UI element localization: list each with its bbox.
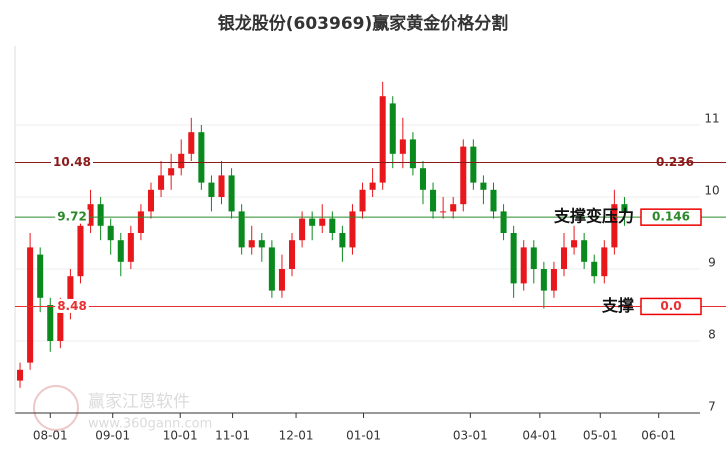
x-tick-label: 05-01 [583,429,618,443]
candle-body [107,225,114,241]
candle-body [198,132,205,183]
candle-body [430,189,437,212]
level-label: 8.48 [57,299,87,313]
candle-body [67,276,74,313]
candle-body [510,233,517,284]
candle-body [621,204,628,212]
candle-body [409,139,416,169]
candle-body [601,247,608,277]
candle-body [581,240,588,262]
candle-body [97,204,104,226]
level-note: 支撑变压力 [553,207,634,226]
candle-body [228,175,235,212]
candle-body [591,261,598,277]
x-tick-label: 06-01 [641,429,676,443]
candle-body [379,96,386,183]
candle-body [611,204,618,248]
candle-body [77,225,84,277]
candle-body [57,312,64,341]
candle-body [460,146,467,205]
level-label: 9.72 [57,210,87,224]
candle-body [339,233,346,248]
ratio-label: 0.0 [660,299,681,313]
candle-body [571,240,578,248]
ratio-label: 0.236 [656,155,694,169]
level-label-bg [51,154,93,169]
candle-body [440,211,447,213]
ratio-label: 0.146 [652,210,690,224]
y-tick-label: 7 [708,400,716,414]
watermark-logo [33,385,79,431]
x-tick-label: 08-01 [33,429,68,443]
ratio-box [640,297,702,316]
x-tick-label: 12-01 [279,429,314,443]
candle-body [480,182,487,190]
candle-body [27,247,34,363]
candle-body [127,233,134,262]
candle-body [550,269,557,291]
candle-body [278,269,285,291]
candle-body [47,305,54,341]
candle-body [137,211,144,233]
x-tick-label: 03-01 [453,429,488,443]
candle-body [319,218,326,226]
y-tick-label: 8 [708,328,716,342]
candle-body [560,247,568,269]
candle-body [520,247,527,284]
candle-body [17,369,24,381]
candle-body [369,182,376,190]
watermark-url: www.360gann.com [88,417,212,432]
candle-body [500,211,507,233]
y-tick-label: 10 [704,184,719,198]
candle-body [470,146,477,183]
y-tick-label: 11 [704,112,719,126]
ratio-box [640,208,702,226]
candle-body [268,247,275,291]
candle-body [188,132,195,154]
level-label-bg [55,209,89,224]
x-tick-label: 11-01 [215,429,250,443]
chart-title: 银龙股份(603969)赢家黄金价格分割 [218,13,509,34]
candle-body [540,269,547,291]
candle-body [329,218,336,233]
candle-body [309,218,316,226]
candle-body [248,240,255,248]
candle-body [218,175,225,197]
candle-body [389,103,396,154]
candle-body [419,168,426,190]
x-tick-label: 10-01 [163,429,198,443]
watermark: 赢家江恩软件 www.360gann.com [33,385,212,432]
candle-body [258,240,265,248]
level-note: 支撑 [601,296,634,315]
candle-body [349,211,356,248]
watermark-text: 赢家江恩软件 [88,392,190,412]
x-tick-label: 01-01 [346,429,381,443]
candle-body [289,240,296,269]
candle-body [178,153,185,169]
candle-body [37,254,44,298]
level-label: 10.48 [53,155,91,169]
candle-body [168,168,175,176]
y-tick-label: 9 [708,256,716,270]
x-tick-label: 09-01 [95,429,130,443]
x-tick-label: 04-01 [522,429,557,443]
candle-body [147,189,155,212]
candle-body [450,204,457,212]
candle-body [359,189,366,212]
candle-body [87,204,94,226]
level-label-bg [55,298,89,313]
candle-body [158,175,165,190]
candle-body [208,182,215,197]
candle-body [399,139,406,154]
candle-body [299,218,306,241]
candle-body [530,247,537,269]
candle-body [117,240,124,262]
candle-body [490,189,497,212]
candle-body [238,211,245,248]
